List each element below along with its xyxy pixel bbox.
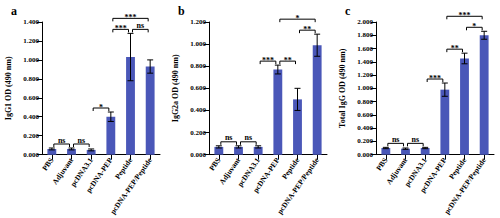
svg-text:0.800: 0.800 xyxy=(190,62,206,70)
svg-text:pcDNA3.1: pcDNA3.1 xyxy=(235,156,262,189)
svg-text:Adjuvant: Adjuvant xyxy=(217,156,243,187)
svg-text:**: ** xyxy=(451,44,459,53)
svg-text:pcDNA-PEP/Peptide: pcDNA-PEP/Peptide xyxy=(275,156,321,216)
svg-text:1.200: 1.200 xyxy=(190,18,206,26)
svg-text:1.000: 1.000 xyxy=(190,40,206,48)
svg-text:1.200: 1.200 xyxy=(23,37,39,45)
svg-text:ns: ns xyxy=(392,135,400,144)
svg-text:0.200: 0.200 xyxy=(357,137,373,145)
svg-text:***: *** xyxy=(429,74,441,83)
svg-text:Adjuvant: Adjuvant xyxy=(50,156,76,187)
svg-text:***: *** xyxy=(459,11,471,20)
svg-text:2.000: 2.000 xyxy=(357,18,373,26)
svg-text:0.200: 0.200 xyxy=(190,129,206,137)
svg-text:1.400: 1.400 xyxy=(357,58,373,66)
svg-text:ns: ns xyxy=(245,133,253,142)
svg-text:b: b xyxy=(178,4,185,18)
svg-text:1.800: 1.800 xyxy=(357,31,373,39)
svg-text:0.200: 0.200 xyxy=(23,132,39,140)
svg-text:0.800: 0.800 xyxy=(357,98,373,106)
svg-text:Adjuvant: Adjuvant xyxy=(384,156,410,187)
svg-text:***: *** xyxy=(125,13,137,22)
svg-text:**: ** xyxy=(284,56,292,65)
svg-text:***: *** xyxy=(115,24,127,33)
svg-text:c: c xyxy=(345,4,351,18)
svg-text:pcDNA3.1: pcDNA3.1 xyxy=(402,156,429,189)
svg-text:0.400: 0.400 xyxy=(357,124,373,132)
svg-text:1.200: 1.200 xyxy=(357,71,373,79)
svg-text:*: * xyxy=(296,14,300,23)
svg-text:1.400: 1.400 xyxy=(23,18,39,26)
svg-text:IgG1 OD (490 nm): IgG1 OD (490 nm) xyxy=(4,56,13,120)
svg-text:*: * xyxy=(472,22,476,31)
svg-text:ns: ns xyxy=(225,133,233,142)
svg-text:***: *** xyxy=(262,56,274,65)
svg-text:Total IgG OD (490 nm): Total IgG OD (490 nm) xyxy=(338,48,347,128)
svg-text:pcDNA3.1: pcDNA3.1 xyxy=(68,156,95,189)
svg-text:ns: ns xyxy=(58,136,66,145)
svg-text:0.600: 0.600 xyxy=(23,94,39,102)
svg-text:pcDNA-PEP: pcDNA-PEP xyxy=(251,156,282,195)
svg-text:0.600: 0.600 xyxy=(357,111,373,119)
svg-text:a: a xyxy=(11,4,17,18)
svg-text:0.000: 0.000 xyxy=(23,151,39,159)
svg-text:PBS: PBS xyxy=(374,156,389,172)
svg-text:IgG2a OD (490 nm): IgG2a OD (490 nm) xyxy=(171,54,180,122)
svg-text:1.600: 1.600 xyxy=(357,45,373,53)
svg-text:PBS: PBS xyxy=(40,156,55,172)
svg-text:0.600: 0.600 xyxy=(190,84,206,92)
svg-text:**: ** xyxy=(303,25,311,34)
svg-text:pcDNA-PEP: pcDNA-PEP xyxy=(418,156,449,195)
svg-text:pcDNA-PEP/Peptide: pcDNA-PEP/Peptide xyxy=(108,156,154,216)
svg-text:0.400: 0.400 xyxy=(23,113,39,121)
svg-text:ns: ns xyxy=(78,136,86,145)
svg-text:pcDNA-PEP: pcDNA-PEP xyxy=(84,156,115,195)
svg-text:0.000: 0.000 xyxy=(357,151,373,159)
svg-text:PBS: PBS xyxy=(207,156,222,172)
svg-text:ns: ns xyxy=(137,21,145,30)
svg-text:*: * xyxy=(99,103,103,112)
svg-text:0.000: 0.000 xyxy=(190,151,206,159)
svg-text:ns: ns xyxy=(412,135,420,144)
svg-text:0.400: 0.400 xyxy=(190,106,206,114)
svg-text:pcDNA-PEP/Peptide: pcDNA-PEP/Peptide xyxy=(442,156,488,216)
svg-text:1.000: 1.000 xyxy=(357,84,373,92)
svg-text:0.800: 0.800 xyxy=(23,75,39,83)
svg-text:1.000: 1.000 xyxy=(23,56,39,64)
